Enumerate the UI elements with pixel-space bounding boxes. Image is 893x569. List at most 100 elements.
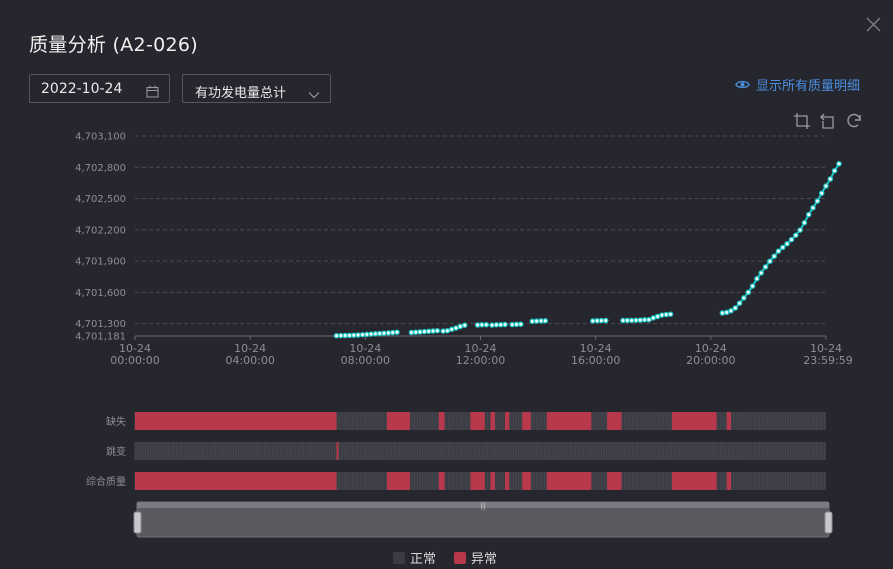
data-zoom-slider: ||	[133, 501, 833, 538]
data-point	[805, 211, 812, 218]
data-point	[780, 244, 786, 251]
data-point	[457, 323, 464, 330]
data-point	[818, 190, 825, 196]
x-tick-label: 10-24	[695, 342, 727, 355]
legend-label-abnormal: 异常	[471, 552, 498, 567]
abnormal-segment	[490, 412, 495, 430]
abnormal-segment	[672, 472, 717, 490]
legend-label-normal: 正常	[410, 552, 437, 567]
data-point	[461, 322, 468, 328]
x-tick-label: 12:00:00	[456, 354, 505, 367]
abnormal-segment	[607, 412, 622, 430]
data-point	[342, 332, 348, 339]
data-point	[479, 322, 485, 328]
data-point	[590, 318, 596, 324]
y-tick-label: 4,701,600	[75, 288, 126, 299]
show-all-quality-details-link[interactable]: 显示所有质量明细	[735, 75, 861, 94]
legend-item-abnormal[interactable]: 异常	[454, 548, 497, 567]
data-point	[355, 332, 361, 338]
show-all-label: 显示所有质量明细	[756, 78, 861, 94]
abnormal-segment	[726, 412, 731, 430]
data-point	[338, 332, 344, 339]
data-point	[637, 317, 644, 323]
data-point	[509, 321, 515, 328]
data-point	[538, 318, 544, 324]
data-point	[376, 330, 383, 337]
refresh-icon[interactable]	[845, 112, 863, 130]
data-point	[762, 264, 769, 270]
x-tick-label: 20:00:00	[686, 354, 735, 367]
zoom-reset-icon[interactable]	[819, 112, 837, 130]
crop-zoom-icon[interactable]	[793, 112, 811, 130]
abnormal-segment	[386, 412, 410, 430]
y-axis: 4,703,100 4,702,800 4,702,500 4,702,200 4,70…	[75, 132, 126, 343]
abnormal-segment	[607, 472, 622, 490]
data-point	[797, 227, 803, 233]
x-tick-label: 10-24	[349, 342, 381, 355]
data-point	[412, 329, 419, 335]
data-point	[394, 329, 400, 335]
y-tick-label: 4,702,500	[75, 194, 126, 205]
date-picker[interactable]: 2022-10-24	[29, 74, 170, 103]
data-point	[654, 313, 661, 320]
data-point	[440, 328, 446, 334]
data-point	[641, 317, 648, 323]
series-points	[333, 161, 842, 339]
data-point	[434, 327, 441, 334]
data-point	[836, 161, 842, 167]
y-tick-label: 4,701,900	[75, 257, 126, 268]
y-tick-label: 4,702,200	[75, 225, 126, 236]
chart-grid	[135, 135, 826, 325]
calendar-icon[interactable]	[146, 83, 159, 102]
data-point	[351, 332, 357, 338]
x-tick-label: 10-24	[234, 342, 266, 355]
zoom-handle-left[interactable]	[133, 511, 142, 534]
track-row-label: 跳变	[106, 445, 126, 458]
zoom-move-handle[interactable]: ||	[481, 502, 486, 510]
data-point	[602, 317, 609, 324]
data-point	[741, 295, 747, 301]
data-point	[372, 331, 379, 337]
abnormal-segment	[470, 472, 485, 490]
abnormal-segment	[135, 412, 337, 430]
data-point	[421, 328, 428, 335]
data-point	[810, 205, 816, 211]
data-point	[754, 275, 760, 282]
abnormal-segment	[522, 472, 531, 490]
date-value: 2022-10-24	[41, 81, 123, 97]
data-point	[745, 289, 752, 296]
data-point	[408, 329, 415, 336]
dialog-title: 质量分析 (A2-026)	[29, 34, 198, 56]
data-point	[793, 232, 799, 238]
data-point	[633, 317, 639, 324]
abnormal-segment	[490, 472, 495, 490]
abnormal-segment	[546, 472, 592, 490]
zoom-range-top	[137, 502, 829, 508]
data-point	[594, 317, 600, 324]
x-tick-label: 23:59:59	[803, 354, 852, 367]
data-point	[784, 241, 790, 247]
x-tick-label: 16:00:00	[571, 354, 620, 367]
abnormal-segment	[505, 412, 510, 430]
data-point	[359, 331, 366, 338]
close-icon[interactable]	[862, 13, 886, 37]
data-point	[489, 322, 495, 328]
eye-icon	[735, 75, 750, 94]
metric-select[interactable]: 有功发电量总计	[182, 74, 331, 103]
track-row-label: 缺失	[106, 415, 126, 428]
data-point	[667, 311, 674, 317]
data-point	[430, 328, 436, 334]
zoom-handle-right[interactable]	[824, 511, 833, 534]
data-point	[801, 219, 808, 226]
legend-item-normal[interactable]: 正常	[393, 548, 436, 567]
data-point	[736, 300, 743, 306]
data-point	[650, 315, 657, 321]
data-point	[732, 305, 739, 311]
data-point	[749, 283, 756, 289]
data-point	[533, 318, 540, 324]
x-tick-label: 10-24	[465, 342, 497, 355]
legend-swatch-abnormal	[454, 551, 467, 564]
data-point	[775, 248, 782, 254]
